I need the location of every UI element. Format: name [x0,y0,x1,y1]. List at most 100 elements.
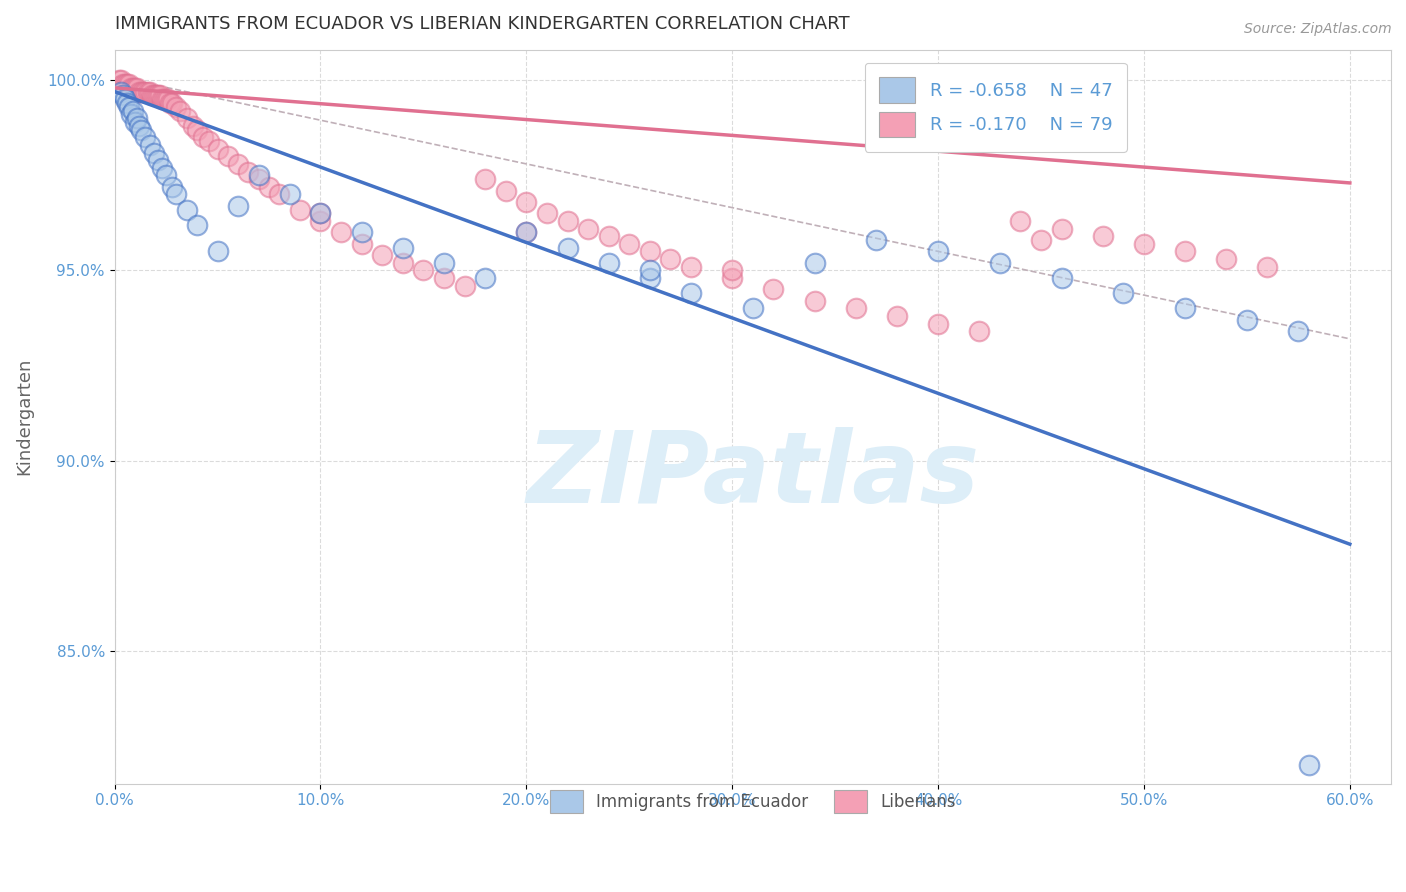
Point [110,73,132,87]
Point [124,80,146,95]
Point [118,77,141,91]
Point [122,80,145,95]
Point [134,130,156,145]
Point [191,130,214,145]
Point [134,85,156,99]
Point [803,293,825,308]
Point [107,73,129,87]
Point [433,271,456,285]
Point [1236,313,1258,327]
Point [226,199,249,213]
Point [176,112,198,126]
Point [576,221,599,235]
Point [1256,260,1278,274]
Point [1298,757,1320,772]
Legend: Immigrants from Ecuador, Liberians: Immigrants from Ecuador, Liberians [537,777,969,827]
Point [176,202,198,217]
Point [198,134,221,148]
Point [165,100,187,114]
Point [1112,286,1135,301]
Point [988,256,1011,270]
Point [128,119,150,133]
Point [474,271,496,285]
Point [159,96,181,111]
Point [118,100,141,114]
Point [1286,324,1309,338]
Point [309,214,332,228]
Point [115,96,138,111]
Point [162,179,184,194]
Point [515,225,537,239]
Point [1133,236,1156,251]
Point [155,169,177,183]
Point [145,88,167,103]
Point [207,142,229,156]
Point [865,233,887,247]
Point [598,229,620,244]
Point [1029,233,1052,247]
Point [392,241,415,255]
Point [115,77,138,91]
Point [495,184,517,198]
Point [120,80,142,95]
Point [128,85,150,99]
Point [1174,244,1197,259]
Point [679,286,702,301]
Point [155,92,177,106]
Point [127,112,149,126]
Point [638,263,661,277]
Point [1010,214,1032,228]
Point [412,263,434,277]
Point [269,187,291,202]
Point [309,206,332,220]
Point [114,92,136,106]
Point [257,179,280,194]
Point [350,225,373,239]
Point [433,256,456,270]
Text: Source: ZipAtlas.com: Source: ZipAtlas.com [1244,22,1392,37]
Point [226,157,249,171]
Point [515,225,537,239]
Point [557,214,579,228]
Point [150,92,173,106]
Point [474,172,496,186]
Point [149,88,172,103]
Point [124,115,146,129]
Point [330,225,353,239]
Point [1050,221,1073,235]
Point [721,263,744,277]
Point [927,317,949,331]
Point [136,85,159,99]
Point [131,122,153,136]
Point [247,169,270,183]
Point [721,271,744,285]
Point [153,92,176,106]
Point [741,301,763,316]
Point [162,96,184,111]
Point [598,256,620,270]
Point [120,107,142,121]
Point [111,77,134,91]
Point [114,77,136,91]
Point [122,103,145,118]
Point [278,187,301,202]
Point [392,256,415,270]
Point [157,92,180,106]
Point [288,202,311,217]
Point [165,187,187,202]
Point [111,88,134,103]
Point [453,278,475,293]
Point [186,122,208,136]
Point [138,137,160,152]
Point [142,145,165,160]
Point [762,282,785,296]
Point [150,161,173,175]
Point [247,172,270,186]
Point [927,244,949,259]
Point [132,85,155,99]
Point [557,241,579,255]
Point [238,164,260,178]
Point [131,85,153,99]
Point [141,88,163,103]
Point [638,271,661,285]
